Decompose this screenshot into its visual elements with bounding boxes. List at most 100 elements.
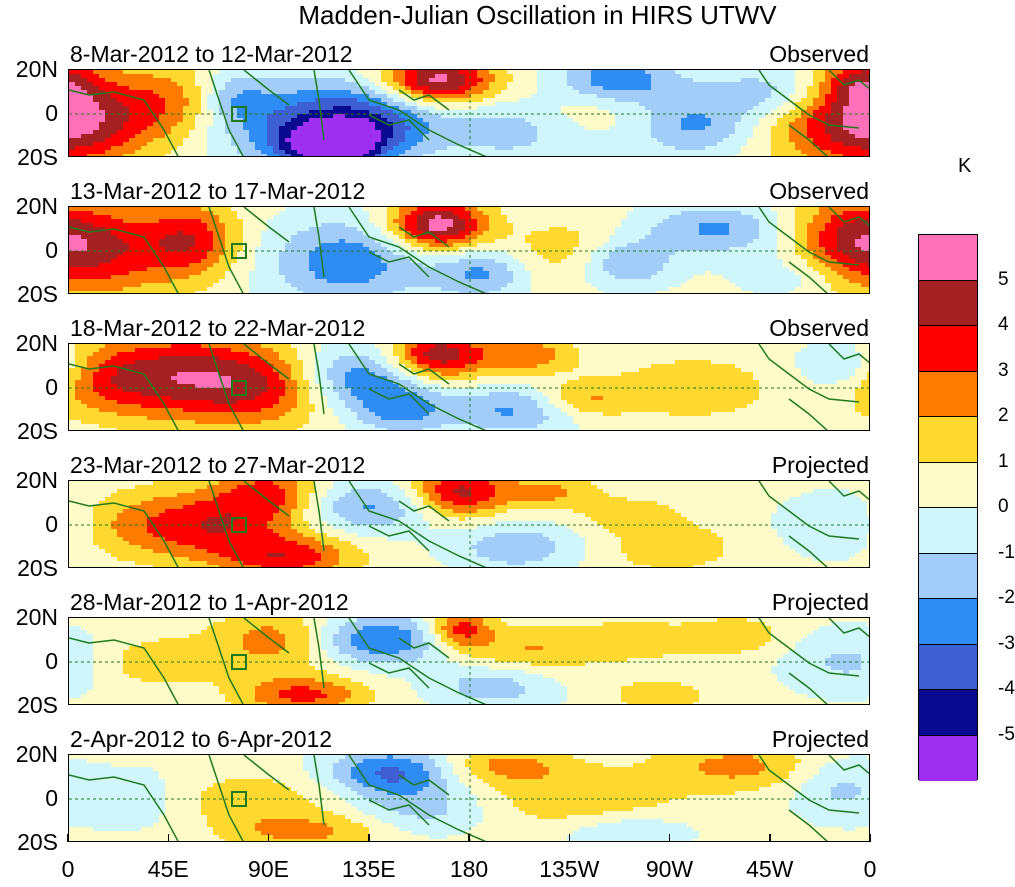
anomaly-cell bbox=[357, 247, 364, 252]
anomaly-cell bbox=[585, 223, 592, 228]
anomaly-cell bbox=[573, 82, 580, 87]
anomaly-cell bbox=[75, 70, 82, 75]
anomaly-cell bbox=[813, 263, 820, 268]
anomaly-cell bbox=[777, 78, 784, 83]
anomaly-cell bbox=[705, 94, 712, 99]
anomaly-cell bbox=[129, 211, 136, 216]
anomaly-cell bbox=[105, 138, 112, 143]
anomaly-cell bbox=[675, 110, 682, 115]
anomaly-cell bbox=[327, 146, 334, 151]
anomaly-cell bbox=[441, 98, 448, 103]
anomaly-cell bbox=[651, 223, 658, 228]
anomaly-cell bbox=[369, 235, 376, 240]
anomaly-cell bbox=[297, 134, 304, 139]
anomaly-cell bbox=[609, 74, 616, 79]
anomaly-cell bbox=[663, 94, 670, 99]
anomaly-cell bbox=[201, 138, 208, 143]
anomaly-cell bbox=[357, 239, 364, 244]
anomaly-cell bbox=[645, 74, 652, 79]
anomaly-cell bbox=[507, 110, 514, 115]
anomaly-cell bbox=[663, 142, 670, 147]
anomaly-cell bbox=[441, 227, 448, 232]
anomaly-cell bbox=[423, 223, 430, 228]
anomaly-cell bbox=[471, 78, 478, 83]
anomaly-cell bbox=[783, 227, 790, 232]
anomaly-cell bbox=[477, 106, 484, 111]
anomaly-cell bbox=[657, 211, 664, 216]
anomaly-cell bbox=[489, 150, 496, 155]
anomaly-cell bbox=[717, 219, 724, 224]
anomaly-cell bbox=[489, 90, 496, 95]
anomaly-cell bbox=[621, 255, 628, 260]
anomaly-cell bbox=[567, 235, 574, 240]
anomaly-cell bbox=[69, 110, 76, 115]
anomaly-cell bbox=[453, 90, 460, 95]
anomaly-cell bbox=[627, 142, 634, 147]
anomaly-cell bbox=[309, 251, 316, 256]
anomaly-cell bbox=[417, 227, 424, 232]
anomaly-cell bbox=[867, 94, 869, 99]
anomaly-cell bbox=[453, 247, 460, 252]
anomaly-cell bbox=[645, 259, 652, 264]
anomaly-cell bbox=[753, 259, 760, 264]
anomaly-cell bbox=[669, 219, 676, 224]
anomaly-cell bbox=[825, 86, 832, 91]
anomaly-cell bbox=[603, 215, 610, 220]
anomaly-cell bbox=[255, 239, 262, 244]
anomaly-cell bbox=[81, 223, 88, 228]
anomaly-cell bbox=[567, 122, 574, 127]
anomaly-cell bbox=[777, 146, 784, 151]
anomaly-cell bbox=[459, 138, 466, 143]
anomaly-cell bbox=[777, 247, 784, 252]
anomaly-cell bbox=[351, 82, 358, 87]
anomaly-cell bbox=[579, 142, 586, 147]
anomaly-cell bbox=[825, 255, 832, 260]
anomaly-cell bbox=[579, 118, 586, 123]
anomaly-cell bbox=[333, 223, 340, 228]
anomaly-cell bbox=[783, 102, 790, 107]
anomaly-cell bbox=[129, 74, 136, 79]
anomaly-cell bbox=[501, 223, 508, 228]
anomaly-cell bbox=[585, 110, 592, 115]
anomaly-cell bbox=[171, 134, 178, 139]
anomaly-cell bbox=[867, 130, 869, 135]
anomaly-cell bbox=[405, 243, 412, 248]
anomaly-cell bbox=[579, 207, 586, 212]
anomaly-cell bbox=[741, 259, 748, 264]
anomaly-cell bbox=[363, 239, 370, 244]
anomaly-cell bbox=[543, 239, 550, 244]
anomaly-cell bbox=[495, 263, 502, 268]
anomaly-cell bbox=[117, 235, 124, 240]
anomaly-cell bbox=[369, 231, 376, 236]
anomaly-cell bbox=[417, 110, 424, 115]
anomaly-cell bbox=[621, 215, 628, 220]
anomaly-cell bbox=[213, 251, 220, 256]
anomaly-cell bbox=[369, 122, 376, 127]
anomaly-cell bbox=[123, 110, 130, 115]
anomaly-cell bbox=[837, 154, 844, 156]
anomaly-cell bbox=[633, 150, 640, 155]
anomaly-cell bbox=[723, 94, 730, 99]
anomaly-cell bbox=[93, 114, 100, 119]
anomaly-cell bbox=[639, 251, 646, 256]
anomaly-cell bbox=[345, 134, 352, 139]
anomaly-cell bbox=[363, 122, 370, 127]
anomaly-cell bbox=[417, 154, 424, 156]
anomaly-cell bbox=[723, 118, 730, 123]
anomaly-cell bbox=[189, 74, 196, 79]
anomaly-cell bbox=[369, 118, 376, 123]
anomaly-cell bbox=[249, 227, 256, 232]
anomaly-cell bbox=[423, 86, 430, 91]
anomaly-cell bbox=[249, 231, 256, 236]
anomaly-cell bbox=[519, 106, 526, 111]
anomaly-cell bbox=[717, 227, 724, 232]
anomaly-cell bbox=[591, 126, 598, 131]
anomaly-cell bbox=[579, 259, 586, 264]
anomaly-cell bbox=[75, 126, 82, 131]
anomaly-cell bbox=[759, 239, 766, 244]
anomaly-cell bbox=[105, 150, 112, 155]
anomaly-cell bbox=[705, 98, 712, 103]
anomaly-cell bbox=[699, 102, 706, 107]
anomaly-cell bbox=[279, 239, 286, 244]
anomaly-cell bbox=[237, 231, 244, 236]
